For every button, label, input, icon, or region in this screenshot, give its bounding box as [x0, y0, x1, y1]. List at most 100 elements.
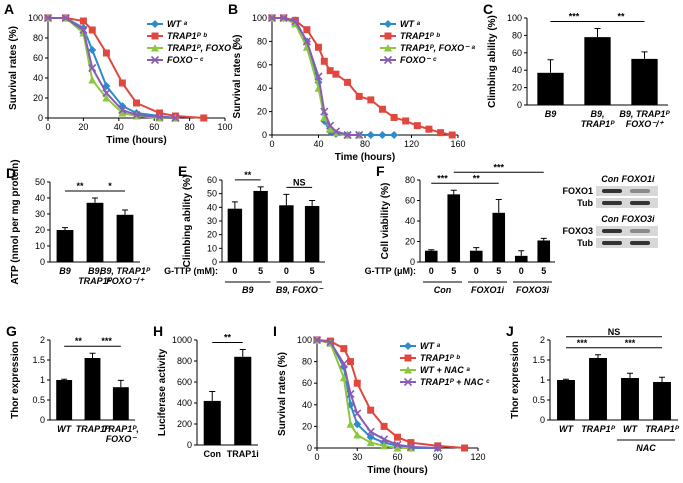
legend-marker [151, 44, 159, 52]
y-tick-label: 0 [307, 443, 312, 453]
legend-marker [404, 342, 412, 350]
error-bar [209, 390, 216, 401]
error-bar [239, 348, 246, 357]
blot-band [602, 201, 622, 205]
blot-row-label: FOXO1 [562, 186, 593, 196]
error-bar [473, 247, 480, 251]
y-tick-label: 40 [257, 83, 267, 93]
y-tick-label: 10 [35, 241, 45, 251]
y-tick-label: 80 [302, 357, 312, 367]
legend-marker [404, 366, 412, 374]
x-tick-label: 20 [78, 122, 88, 132]
legend-label: TRAP1ᴾ, FOXO⁻ ᶜ [167, 43, 242, 53]
data-point [332, 70, 340, 78]
y-tick-label: 60 [302, 378, 312, 388]
x-tick-label: 30 [352, 452, 362, 462]
error-bar [283, 193, 290, 206]
data-point [353, 409, 362, 418]
panel-label: I [273, 323, 277, 339]
x-tick-label: 120 [470, 452, 485, 462]
blot-band [630, 189, 650, 193]
data-point [118, 109, 127, 117]
bar [56, 230, 74, 262]
data-point [88, 26, 96, 34]
y-tick-label: 20 [405, 237, 415, 247]
y-tick-label: 20 [257, 107, 267, 117]
y-tick-label: 1.5 [32, 355, 45, 365]
legend-marker [403, 377, 413, 387]
legend-label: FOXO⁻ ᶜ [167, 55, 204, 65]
data-point [407, 439, 415, 447]
y-tick-label: 100 [252, 13, 267, 23]
bar [492, 212, 506, 262]
error-bar [309, 200, 316, 206]
y-tick-label: 30 [35, 209, 45, 219]
y-tick-label: 40 [33, 73, 43, 83]
data-point [279, 13, 288, 23]
bar [253, 190, 268, 262]
data-point [118, 79, 126, 87]
y-tick-label: 30 [207, 216, 217, 226]
blot-band [602, 189, 622, 193]
data-point [393, 440, 402, 449]
significance-label: ** [224, 332, 232, 342]
y-axis-title: Thor expression [10, 341, 21, 419]
y-axis-title: Climbing ability (%) [182, 175, 193, 268]
error-bar [495, 198, 502, 213]
error-bar [518, 250, 525, 256]
data-point [406, 442, 415, 451]
blot-header: Con [601, 174, 619, 184]
group-label: B9, FOXO⁻ [276, 285, 324, 295]
x-tick-label: 60 [149, 122, 159, 132]
y-tick-label: 20 [35, 225, 45, 235]
x-tick-label: 5 [310, 266, 315, 276]
blot-band [602, 241, 622, 245]
blot-band [602, 229, 622, 233]
blot-row-label: Tub [577, 198, 593, 208]
data-point [353, 420, 362, 429]
data-point [448, 131, 456, 139]
y-tick-label: 80 [33, 33, 43, 43]
bar [589, 358, 607, 420]
y-tick-label: 0 [540, 415, 545, 425]
legend-label: FOXO⁻ ᶜ [400, 55, 437, 65]
bar [86, 202, 104, 262]
error-bar [659, 376, 665, 382]
bar [227, 208, 243, 262]
data-point [390, 113, 398, 121]
blot-band [630, 201, 650, 205]
x-tick-label: B9, TRAP1ᴾ FOXO⁻/⁺ [100, 266, 151, 286]
error-bar [641, 51, 648, 59]
bar [116, 214, 134, 262]
blot-row-label: Tub [577, 238, 593, 248]
panel-label: C [483, 1, 493, 17]
significance-label: ** [75, 336, 83, 346]
data-point [315, 43, 322, 51]
series-line [48, 17, 204, 119]
y-tick-label: 50 [35, 177, 45, 187]
panel-label: E [178, 163, 187, 179]
data-point [326, 338, 335, 347]
significance-label: *** [101, 336, 112, 346]
x-tick-label: 5 [258, 266, 263, 276]
bar [424, 250, 438, 262]
data-point [314, 72, 323, 81]
data-point [339, 373, 348, 382]
data-point [156, 109, 164, 117]
series-line [272, 17, 360, 136]
y-tick-label: 0.5 [32, 395, 45, 405]
x-tick-label: Con [204, 449, 222, 459]
data-point [291, 17, 300, 26]
error-bar [89, 352, 96, 358]
panel-label: D [6, 165, 16, 181]
data-point [320, 113, 329, 121]
y-tick-label: 800 [177, 356, 192, 366]
legend-label: TRAP1ᴾ + NAC ᶜ [420, 377, 490, 387]
y-axis-title: Luciferase activity [157, 348, 168, 436]
blot-header: Con [601, 214, 619, 224]
significance-label: *** [625, 338, 636, 348]
x-tick-label: 160 [450, 139, 465, 149]
data-point [118, 105, 127, 115]
error-bar [257, 186, 264, 191]
error-bar [563, 378, 569, 380]
